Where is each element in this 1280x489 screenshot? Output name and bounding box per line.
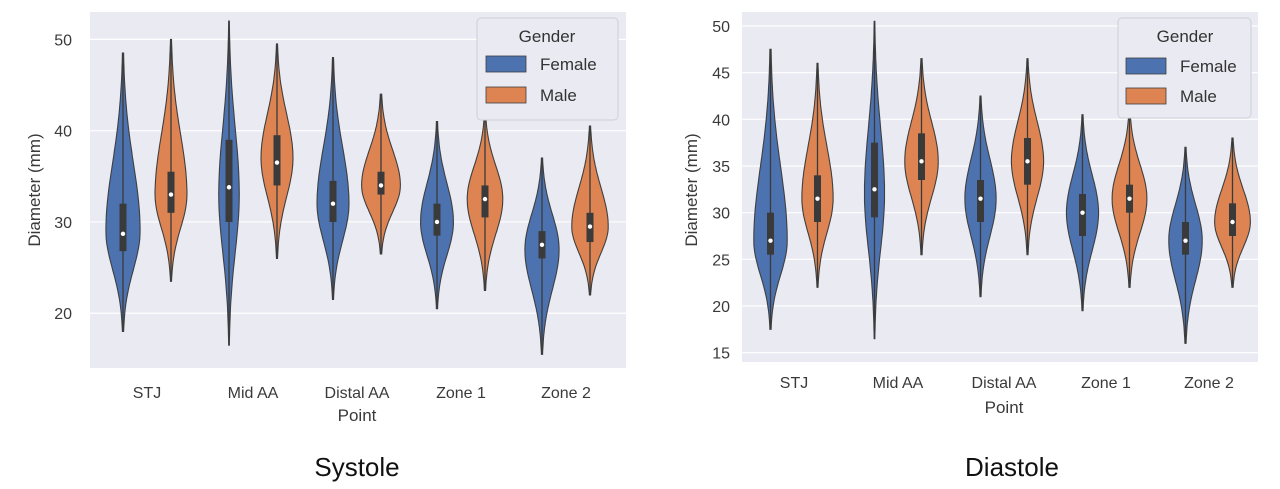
violin-median (768, 238, 773, 243)
systole-legend-label-male: Male (540, 86, 577, 105)
diastole-legend-label-male: Male (1180, 87, 1217, 106)
violin-median (919, 159, 924, 164)
violin-iqr-box (1079, 194, 1086, 236)
y-tick-label: 20 (54, 306, 72, 323)
violin-median (539, 242, 545, 247)
x-tick-label: Zone 2 (1184, 375, 1234, 392)
diastole-legend: Gender Female Male (1117, 17, 1252, 119)
systole-legend-title: Gender (519, 27, 576, 46)
violin-median (587, 224, 593, 229)
violin-iqr-box (433, 203, 441, 236)
violin-median (1080, 210, 1085, 215)
y-tick-label: 30 (712, 206, 730, 223)
violin-median (1183, 238, 1188, 243)
y-tick-label: 30 (54, 215, 72, 232)
systole-legend-swatch-male (485, 86, 527, 104)
x-tick-label: Mid AA (228, 385, 279, 402)
systole-legend-label-female: Female (540, 55, 597, 74)
systole-violins (105, 20, 609, 355)
systole-caption: Systole (314, 452, 399, 482)
diastole-legend-label-female: Female (1180, 57, 1237, 76)
violin-median (330, 201, 336, 206)
violin-iqr-box (1182, 222, 1189, 255)
violin-median (1230, 219, 1235, 225)
y-tick-label: 20 (712, 299, 730, 316)
systole-y-axis-label: Diameter (mm) (25, 133, 44, 246)
diastole-x-axis-label: Point (985, 398, 1024, 417)
diastole-legend-title: Gender (1157, 27, 1214, 46)
x-tick-label: Zone 1 (436, 385, 486, 402)
x-tick-label: Zone 2 (541, 385, 591, 402)
systole-x-axis-label: Point (338, 406, 377, 425)
violin-median (815, 196, 820, 201)
systole-legend-swatch-female (485, 55, 527, 73)
x-tick-label: STJ (133, 385, 161, 402)
violin-iqr-box (977, 180, 984, 222)
violin-median (274, 160, 280, 165)
y-tick-label: 50 (712, 19, 730, 36)
violin-median (226, 185, 232, 190)
y-tick-label: 25 (712, 252, 730, 269)
violin-median (168, 192, 174, 197)
violin-median (872, 187, 877, 192)
violin-iqr-box (329, 180, 337, 222)
violin-median (978, 196, 983, 201)
violin-median (434, 219, 440, 225)
violin-median (120, 231, 126, 237)
violin-iqr-box (871, 142, 878, 218)
diastole-legend-swatch-male (1125, 87, 1167, 105)
diastole-violins (753, 20, 1251, 344)
systole-x-ticks: STJ Mid AA Distal AA Zone 1 Zone 2 (133, 385, 591, 402)
y-tick-label: 40 (54, 124, 72, 141)
y-tick-label: 35 (712, 159, 730, 176)
y-tick-label: 40 (712, 112, 730, 129)
diastole-x-ticks: STJ Mid AA Distal AA Zone 1 Zone 2 (780, 375, 1234, 392)
diastole-y-axis-label: Diameter (mm) (682, 133, 701, 246)
violin-iqr-box (167, 171, 175, 213)
systole-legend: Gender Female Male (476, 17, 619, 121)
diastole-y-ticks: 15 20 25 30 35 40 45 50 (712, 19, 730, 363)
violin-median (1127, 196, 1132, 201)
violin-iqr-box (119, 203, 127, 252)
violin-iqr-box (918, 133, 925, 180)
violin-iqr-box (1229, 203, 1236, 236)
y-tick-label: 15 (712, 346, 730, 363)
violin-median (378, 183, 384, 188)
x-tick-label: STJ (780, 375, 808, 392)
diastole-caption: Diastole (965, 452, 1059, 482)
y-tick-label: 50 (54, 32, 72, 49)
violin-iqr-box (273, 135, 281, 186)
y-tick-label: 45 (712, 66, 730, 83)
systole-y-ticks: 20 30 40 50 (54, 32, 72, 323)
x-tick-label: Mid AA (873, 375, 924, 392)
violin-median (1025, 159, 1030, 164)
x-tick-label: Distal AA (972, 375, 1037, 392)
x-tick-label: Distal AA (325, 385, 390, 402)
diastole-legend-swatch-female (1125, 57, 1167, 75)
diastole-chart: 15 20 25 30 35 40 45 50 STJ Mid AA Distal AA Zone … (682, 12, 1258, 482)
violin-iqr-box (377, 171, 385, 195)
violin-iqr-box (767, 212, 774, 255)
violin-iqr-box (225, 139, 233, 222)
violin-median (482, 196, 488, 202)
violin-iqr-box (481, 185, 489, 218)
x-tick-label: Zone 1 (1081, 375, 1131, 392)
